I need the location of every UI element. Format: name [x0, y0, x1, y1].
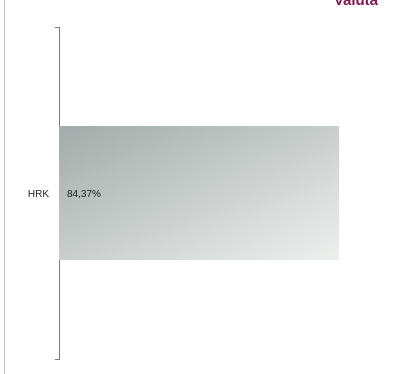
data-label: 84,37%	[67, 189, 101, 200]
chart-title: Valuta	[333, 0, 378, 9]
page-left-border	[4, 0, 5, 374]
category-label: HRK	[28, 189, 49, 200]
bar-hrk	[59, 126, 340, 260]
bar-series	[59, 126, 340, 260]
label-layer: HRK 84,37%	[28, 189, 101, 200]
